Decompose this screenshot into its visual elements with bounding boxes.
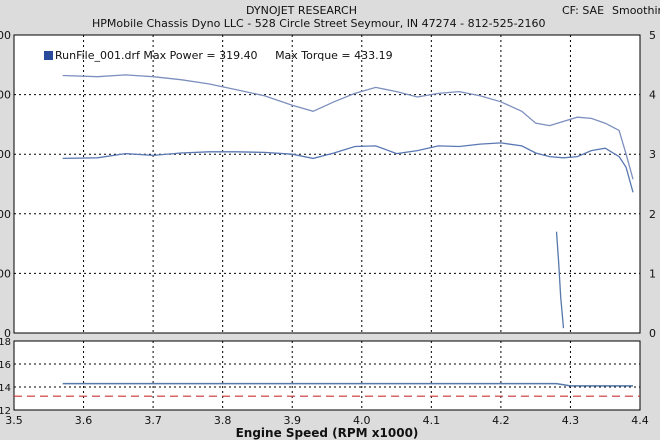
x-tick-label: 3.7 — [144, 414, 162, 427]
x-tick-label: 4.3 — [562, 414, 580, 427]
y-tick-label-right: 1 — [649, 267, 656, 280]
afr-y-tick-label: 14 — [0, 383, 11, 394]
x-tick-label: 4.4 — [631, 414, 649, 427]
chart-subtitle: HPMobile Chassis Dyno LLC - 528 Circle S… — [92, 17, 546, 30]
y-tick-label-right: 2 — [649, 208, 656, 221]
y-tick-label-left: 0 — [4, 327, 11, 340]
power-line — [62, 142, 634, 193]
drop-line — [555, 231, 565, 329]
y-tick-label-left: 00 — [0, 148, 11, 161]
x-tick-label: 4.0 — [353, 414, 371, 427]
y-tick-label-right: 4 — [649, 89, 656, 102]
afr-y-tick-label: 16 — [0, 360, 11, 371]
chart-title: DYNOJET RESEARCH — [246, 4, 357, 17]
x-tick-label: 3.8 — [214, 414, 232, 427]
legend-run-label: RunFile_001.drf Max Power = 319.40 — [55, 49, 258, 62]
x-axis-label: Engine Speed (RPM x1000) — [236, 426, 419, 440]
cf-label: CF: SAE — [562, 4, 605, 17]
x-tick-label: 4.1 — [423, 414, 441, 427]
legend: RunFile_001.drf Max Power = 319.40 Max T… — [44, 49, 393, 62]
x-tick-label: 3.6 — [75, 414, 93, 427]
afr-y-tick-label: 12 — [0, 406, 11, 417]
y-tick-label-left: 00 — [0, 89, 11, 102]
x-tick-label: 3.9 — [283, 414, 301, 427]
x-tick-label: 3.5 — [5, 414, 23, 427]
legend-torque-label: Max Torque = 433.19 — [275, 49, 393, 62]
y-tick-label-right: 0 — [649, 327, 656, 340]
afr-plot-area — [13, 340, 641, 411]
smoothing-label: Smoothin — [612, 4, 660, 17]
y-tick-label-left: 00 — [0, 267, 11, 280]
afr-y-tick-label: 18 — [0, 337, 11, 348]
x-tick-label: 4.2 — [492, 414, 510, 427]
main-plot-area — [13, 34, 641, 334]
legend-swatch — [44, 51, 53, 60]
torque-line — [62, 74, 634, 180]
y-tick-label-right: 3 — [649, 148, 656, 161]
y-tick-label-left: 00 — [0, 29, 11, 42]
y-tick-label-left: 00 — [0, 208, 11, 221]
afr-line — [62, 382, 633, 387]
y-tick-label-right: 5 — [649, 29, 656, 42]
